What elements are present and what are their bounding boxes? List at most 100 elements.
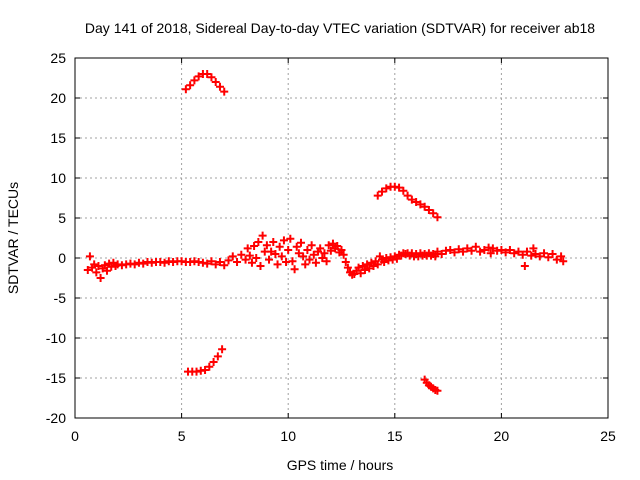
data-point: [552, 255, 561, 264]
data-point: [294, 249, 303, 258]
data-point: [529, 244, 538, 253]
data-point: [454, 245, 463, 254]
y-tick-label: -10: [46, 330, 66, 346]
data-point: [407, 195, 416, 204]
data-point: [290, 265, 299, 274]
data-point: [416, 200, 425, 209]
data-point: [343, 263, 352, 272]
data-point: [205, 362, 214, 371]
data-point: [194, 72, 203, 81]
data-point: [288, 257, 297, 266]
data-point: [160, 258, 169, 267]
data-point: [316, 244, 325, 253]
data-point: [395, 183, 404, 192]
data-point: [437, 250, 446, 258]
data-point: [203, 70, 212, 78]
data-point: [83, 266, 92, 274]
data-point: [505, 246, 514, 254]
y-tick-label: 15: [50, 130, 66, 146]
data-point: [497, 246, 506, 254]
data-point: [356, 269, 365, 278]
data-point: [369, 262, 378, 270]
data-point: [320, 249, 329, 258]
data-point: [520, 262, 529, 270]
data-point: [557, 252, 566, 261]
data-point: [245, 251, 254, 260]
data-point: [233, 258, 242, 266]
data-point: [322, 257, 331, 266]
x-axis-ticks: 0 5 10 15 20 25: [71, 58, 616, 444]
data-point: [269, 238, 278, 246]
data-point: [218, 345, 227, 354]
data-point: [559, 257, 568, 266]
series-arc-mid: [373, 182, 442, 222]
data-point: [433, 247, 442, 256]
data-point: [488, 244, 497, 253]
data-point: [412, 198, 421, 206]
data-point: [256, 262, 265, 270]
data-points: [83, 70, 568, 395]
data-point: [139, 259, 148, 268]
data-point: [544, 253, 553, 262]
grid: [75, 58, 608, 418]
data-point: [243, 244, 252, 253]
y-axis-ticks: -20 -15 -10 -5 0 5 10 15 20 25: [46, 50, 608, 426]
data-point: [224, 256, 233, 265]
data-point: [518, 250, 527, 259]
data-point: [429, 209, 438, 218]
data-point: [424, 206, 433, 214]
data-point: [433, 213, 442, 222]
data-point: [275, 242, 284, 251]
data-point: [433, 386, 442, 395]
x-tick-label: 0: [71, 428, 79, 444]
data-point: [296, 238, 305, 247]
data-point: [373, 260, 382, 269]
y-tick-label: -5: [54, 290, 67, 306]
data-point: [96, 274, 105, 282]
data-point: [378, 187, 387, 196]
data-point: [292, 242, 301, 251]
data-point: [309, 250, 318, 259]
data-point: [90, 260, 99, 269]
data-point: [277, 252, 286, 261]
y-tick-label: 10: [50, 170, 66, 186]
data-point: [250, 242, 259, 250]
data-point: [486, 249, 495, 258]
data-point: [252, 254, 261, 262]
plot-frame: [74, 57, 609, 419]
y-tick-label: 5: [58, 210, 66, 226]
data-point: [305, 255, 314, 264]
data-point: [459, 247, 468, 256]
data-point: [373, 191, 382, 200]
data-point: [339, 250, 348, 259]
y-tick-label: -15: [46, 370, 66, 386]
data-point: [365, 264, 374, 273]
data-point: [85, 252, 94, 261]
data-point: [467, 246, 476, 255]
data-point: [501, 248, 510, 257]
data-point: [241, 255, 250, 264]
data-point: [186, 81, 195, 90]
data-point: [207, 73, 216, 82]
data-point: [181, 85, 190, 94]
data-point: [190, 76, 199, 85]
data-point: [324, 241, 333, 250]
data-point: [303, 246, 312, 254]
data-point: [531, 250, 540, 258]
data-point: [102, 266, 111, 275]
data-point: [286, 234, 295, 243]
data-point: [431, 252, 440, 261]
data-point: [207, 257, 216, 266]
x-tick-label: 20: [494, 428, 510, 444]
y-tick-label: 25: [50, 50, 66, 66]
data-point: [211, 78, 220, 86]
data-point: [463, 244, 472, 253]
data-point: [215, 258, 224, 266]
data-point: [360, 266, 369, 274]
data-point: [540, 249, 549, 258]
data-point: [522, 247, 531, 256]
x-axis-label: GPS time / hours: [287, 457, 394, 473]
data-point: [215, 82, 224, 91]
data-point: [301, 260, 310, 269]
